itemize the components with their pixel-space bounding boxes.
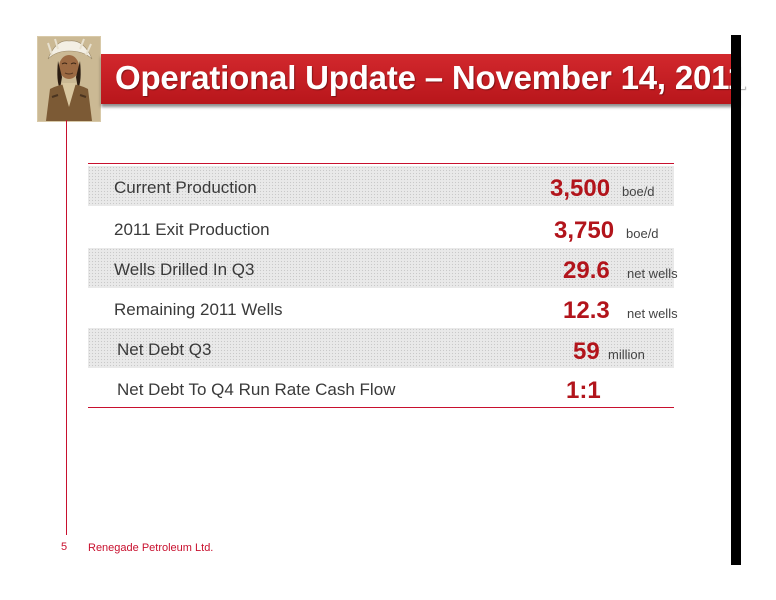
- table-row: Net Debt Q3 59 million: [88, 328, 674, 368]
- left-vertical-rule: [66, 120, 67, 535]
- table-row: Remaining 2011 Wells 12.3 net wells: [88, 288, 678, 328]
- row-value: 12.3: [563, 297, 610, 324]
- row-label: 2011 Exit Production: [114, 220, 270, 239]
- right-border-bar: [731, 35, 741, 565]
- table-row: Current Production 3,500 boe/d: [88, 166, 674, 206]
- row-value: 1:1: [566, 377, 601, 404]
- table-row: Net Debt To Q4 Run Rate Cash Flow 1:1: [88, 368, 674, 408]
- table-bottom-rule: [88, 407, 674, 408]
- row-value: 59: [573, 338, 600, 365]
- row-unit: boe/d: [626, 226, 659, 241]
- row-unit: net wells: [627, 306, 678, 321]
- row-label: Net Debt To Q4 Run Rate Cash Flow: [117, 380, 396, 399]
- row-value: 3,500: [550, 175, 611, 202]
- row-label: Net Debt Q3: [117, 340, 212, 359]
- table-row: Wells Drilled In Q3 29.6 net wells: [88, 248, 678, 288]
- row-label: Remaining 2011 Wells: [114, 300, 283, 319]
- slide-title: Operational Update – November 14, 2011: [115, 59, 746, 96]
- company-logo-portrait: [37, 36, 101, 122]
- row-value: 29.6: [563, 257, 610, 284]
- footer-company-name: Renegade Petroleum Ltd.: [88, 542, 214, 554]
- title-banner: Operational Update – November 14, 2011: [101, 54, 746, 104]
- table-row: 2011 Exit Production 3,750 boe/d: [88, 208, 674, 248]
- row-label: Wells Drilled In Q3: [114, 260, 255, 279]
- page-number: 5: [61, 541, 68, 553]
- table-top-rule: [88, 163, 674, 164]
- row-unit: boe/d: [622, 184, 655, 199]
- row-label: Current Production: [114, 178, 257, 197]
- row-value: 3,750: [554, 217, 615, 244]
- row-unit: net wells: [627, 266, 678, 281]
- row-unit: million: [608, 347, 645, 362]
